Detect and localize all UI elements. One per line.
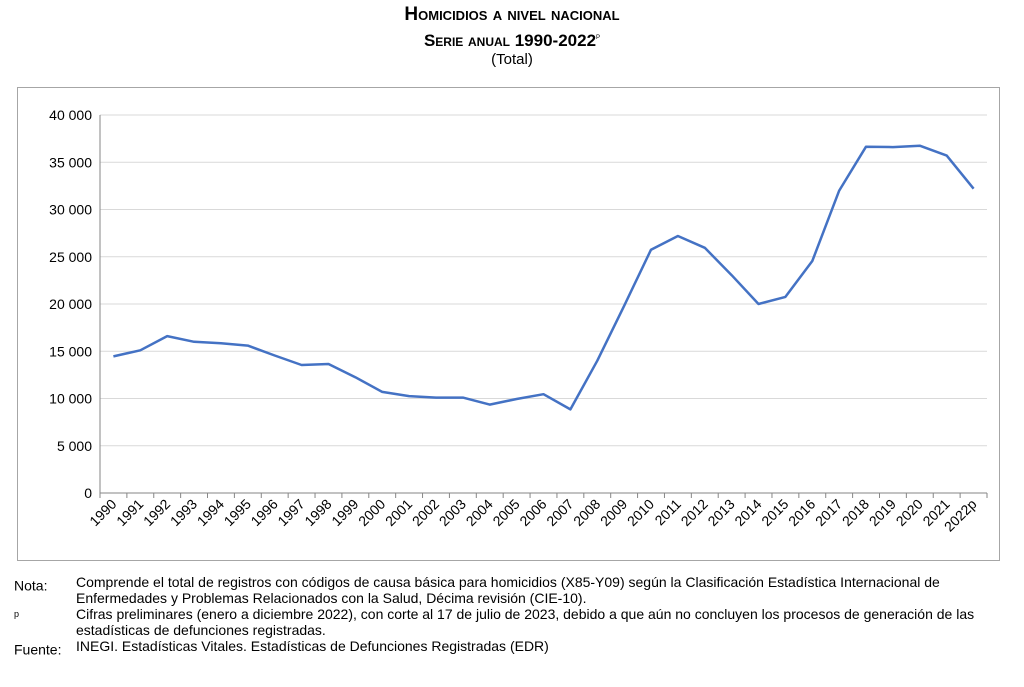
chart-title: Homicidios a nivel nacional xyxy=(404,4,620,25)
x-tick-label: 2017 xyxy=(812,496,845,529)
note-key: Nota: xyxy=(14,574,76,606)
y-tick-label: 40 000 xyxy=(49,107,92,123)
x-tick-label: 2019 xyxy=(866,496,899,529)
note-text: Comprende el total de registros con códi… xyxy=(76,574,940,606)
x-tick-label: 2014 xyxy=(731,496,764,529)
chart-subtitle: Serie anual 1990-2022p xyxy=(0,26,1024,51)
y-tick-label: 25 000 xyxy=(49,249,92,265)
x-tick-label: 2020 xyxy=(893,496,926,529)
note-key-text: Nota: xyxy=(14,577,48,594)
chart-unit: (Total) xyxy=(491,51,533,68)
y-tick-label: 10 000 xyxy=(49,391,92,407)
x-tick-label: 2007 xyxy=(543,496,576,529)
x-tick-label: 2012 xyxy=(678,496,711,529)
x-tick-label: 1999 xyxy=(328,496,361,529)
chart-area: 0 5 000 10 000 15 000 20 000 25 000 30 000 35 0… xyxy=(17,87,1000,561)
x-tick-label: 1998 xyxy=(301,496,334,529)
x-tick-label: 2003 xyxy=(436,496,469,529)
note-key-text: Fuente: xyxy=(14,641,62,658)
x-tick-label: 2000 xyxy=(355,496,388,529)
x-tick-label: 1996 xyxy=(247,496,280,529)
x-tick-label: 1992 xyxy=(140,496,173,529)
x-tick-label: 2009 xyxy=(597,496,630,529)
note-key: Fuente: xyxy=(14,638,76,658)
x-tick-label: 2015 xyxy=(758,496,791,529)
y-tick-label: 20 000 xyxy=(49,296,92,312)
series-line xyxy=(113,144,975,411)
x-tick-label: 1995 xyxy=(221,496,254,529)
note-row: Fuente: INEGI. Estadísticas Vitales. Est… xyxy=(14,638,1014,658)
x-tick-label: 1991 xyxy=(113,496,146,529)
x-tick-label: 2011 xyxy=(651,496,684,529)
x-tick-label: 2002 xyxy=(409,496,442,529)
x-tick-label: 2005 xyxy=(489,496,522,529)
x-tick-label: 1997 xyxy=(274,496,307,529)
chart-subtitle-text: Serie anual 1990-2022 xyxy=(423,31,597,50)
x-tick-label: 2013 xyxy=(704,496,737,529)
chart-title-block: Homicidios a nivel nacional Serie anual … xyxy=(0,4,1024,69)
y-tick-label: 30 000 xyxy=(49,202,92,218)
x-tick-label: 2001 xyxy=(382,496,415,529)
note-row: p Cifras preliminares (enero a diciembre… xyxy=(14,606,1014,638)
footnotes: Nota: Comprende el total de registros co… xyxy=(14,574,1014,658)
note-row: Nota: Comprende el total de registros co… xyxy=(14,574,1014,606)
note-key: p xyxy=(14,606,76,638)
y-tick-label: 5 000 xyxy=(57,438,92,454)
x-tick-label: 2004 xyxy=(463,496,496,529)
preliminary-mark: p xyxy=(596,31,601,41)
x-tick-label: 2006 xyxy=(516,496,549,529)
x-tick-label: 2010 xyxy=(624,496,657,529)
y-tick-label: 15 000 xyxy=(49,343,92,359)
y-tick-label: 0 xyxy=(84,485,92,501)
x-tick-label: 1994 xyxy=(194,496,227,529)
note-text: Cifras preliminares (enero a diciembre 2… xyxy=(76,606,975,638)
x-tick-label: 2018 xyxy=(839,496,872,529)
note-text: INEGI. Estadísticas Vitales. Estadística… xyxy=(76,638,549,654)
note-key-sup: p xyxy=(14,609,20,619)
line-chart: 0 5 000 10 000 15 000 20 000 25 000 30 000 35 0… xyxy=(49,107,988,535)
x-tick-label: 2016 xyxy=(785,496,818,529)
y-tick-label: 35 000 xyxy=(49,154,92,170)
x-tick-label: 2008 xyxy=(570,496,603,529)
x-tick-label: 1993 xyxy=(167,496,200,529)
